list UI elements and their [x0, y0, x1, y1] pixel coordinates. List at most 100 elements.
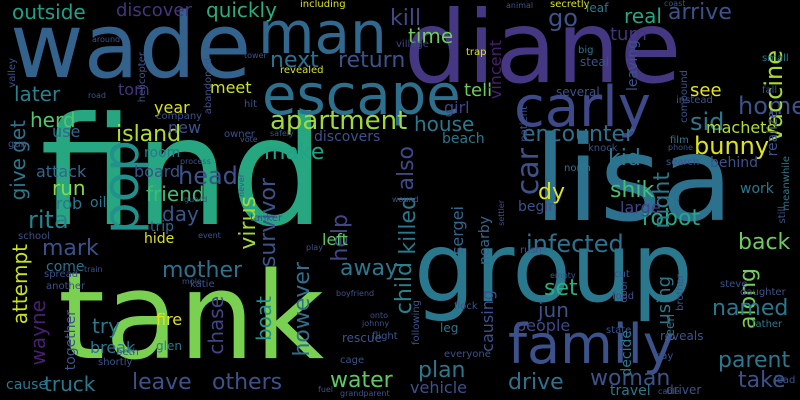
word-leaf: leaf: [586, 1, 609, 15]
word-onto: onto: [370, 311, 388, 320]
word-wayne: wayne: [26, 300, 50, 366]
word-realize: realize: [765, 110, 781, 157]
word-film: film: [670, 135, 689, 146]
word-jun: jun: [538, 298, 569, 322]
word-use: use: [52, 122, 81, 141]
word-train: train: [84, 265, 103, 274]
word-attack: attack: [36, 162, 87, 181]
word-drive: drive: [508, 370, 564, 395]
word-sergei: sergei: [448, 206, 467, 255]
word-tank: tank: [58, 248, 325, 387]
word-large: large: [620, 198, 661, 217]
word-kid: kid: [608, 146, 641, 171]
word-patient: patient: [519, 106, 530, 142]
word-hit: hit: [244, 99, 258, 110]
word-leave: leave: [132, 370, 192, 395]
word-island: island: [116, 122, 182, 147]
word-mark: mark: [42, 236, 99, 261]
word-woman: woman: [590, 366, 671, 391]
word-boyfriend: boyfriend: [336, 289, 375, 298]
word-father: father: [752, 319, 783, 330]
word-bunny: bunny: [694, 132, 770, 160]
word-turn: turn: [610, 24, 647, 45]
word-trap: trap: [466, 47, 487, 58]
word-shortly: shortly: [98, 357, 133, 368]
word-katie: katie: [190, 279, 215, 290]
word-lisa: lisa: [534, 110, 734, 248]
word-knock: knock: [588, 143, 618, 154]
word-owner: owner: [224, 129, 255, 140]
word-fire: fire: [156, 310, 183, 329]
word-vehicle: vehicle: [410, 378, 467, 397]
word-several: several: [556, 85, 600, 99]
word-infected: infected: [526, 230, 624, 258]
word-outside: outside: [12, 0, 86, 24]
word-cable: cable: [658, 387, 680, 396]
word-begin: begin: [518, 199, 558, 215]
word-rob: rob: [56, 194, 83, 213]
word-group: group: [414, 212, 693, 324]
word-cut: cut: [614, 269, 630, 280]
word-board: board: [134, 162, 181, 181]
word-never: never: [237, 174, 246, 197]
word-wade: wade: [10, 0, 252, 99]
word-process: process: [180, 157, 211, 166]
word-cause: cause: [6, 377, 48, 393]
word-diane: diane: [404, 0, 682, 106]
word-make: make: [264, 140, 325, 165]
word-reveals: reveals: [660, 329, 704, 343]
word-safely: safely: [270, 129, 294, 138]
word-mole: mole: [182, 277, 202, 286]
word-empty: empty: [550, 271, 576, 280]
word-room: room: [144, 145, 181, 161]
word-small: small: [762, 53, 789, 64]
word-year: year: [154, 98, 190, 117]
word-work: work: [740, 181, 774, 197]
word-wound: wound: [392, 195, 419, 204]
word-time: time: [408, 24, 454, 48]
word-event: event: [198, 231, 221, 240]
word-spread: spread: [44, 269, 79, 280]
word-steve: steve: [720, 279, 748, 290]
word-rita: rita: [28, 206, 69, 234]
word-together: together: [63, 310, 79, 371]
word-trip: trip: [150, 219, 175, 235]
word-village: village: [396, 39, 429, 50]
word-state: state: [606, 325, 632, 336]
word-people: people: [516, 316, 571, 335]
word-flight: flight: [372, 331, 398, 342]
word-beach: beach: [442, 131, 485, 147]
word-phone: phone: [668, 143, 694, 152]
word-dy: dy: [538, 180, 565, 205]
word-back: back: [738, 230, 791, 255]
word-also: also: [394, 146, 419, 191]
word-meanwhile: meanwhile: [781, 156, 792, 211]
word-behind: behind: [710, 155, 759, 171]
word-machete: machete: [706, 118, 777, 137]
word-decide: decide: [619, 330, 635, 377]
word-water: water: [330, 368, 393, 393]
word-see: see: [690, 80, 722, 101]
word-play: play: [306, 243, 323, 252]
word-discovers: discovers: [314, 129, 381, 145]
word-gun: gun: [8, 139, 28, 150]
word-causing: causing: [478, 290, 497, 352]
word-hide: hide: [144, 231, 175, 247]
word-head: head: [178, 162, 238, 190]
word-animal: animal: [506, 1, 534, 10]
word-door: door: [619, 280, 630, 303]
word-find: find: [40, 86, 325, 260]
word-tell: tell: [464, 80, 493, 101]
word-following: following: [411, 300, 422, 345]
word-sid: sid: [690, 108, 725, 136]
word-company: company: [156, 111, 203, 122]
word-break: break: [90, 338, 136, 357]
word-kill: kill: [390, 6, 422, 31]
word-still: still: [777, 206, 788, 224]
word-leaving: leaving: [625, 40, 641, 92]
word-tanker: tanker: [250, 213, 283, 224]
word-vote: vote: [240, 135, 258, 144]
word-including: including: [300, 0, 346, 10]
word-fall: fall: [762, 85, 778, 96]
